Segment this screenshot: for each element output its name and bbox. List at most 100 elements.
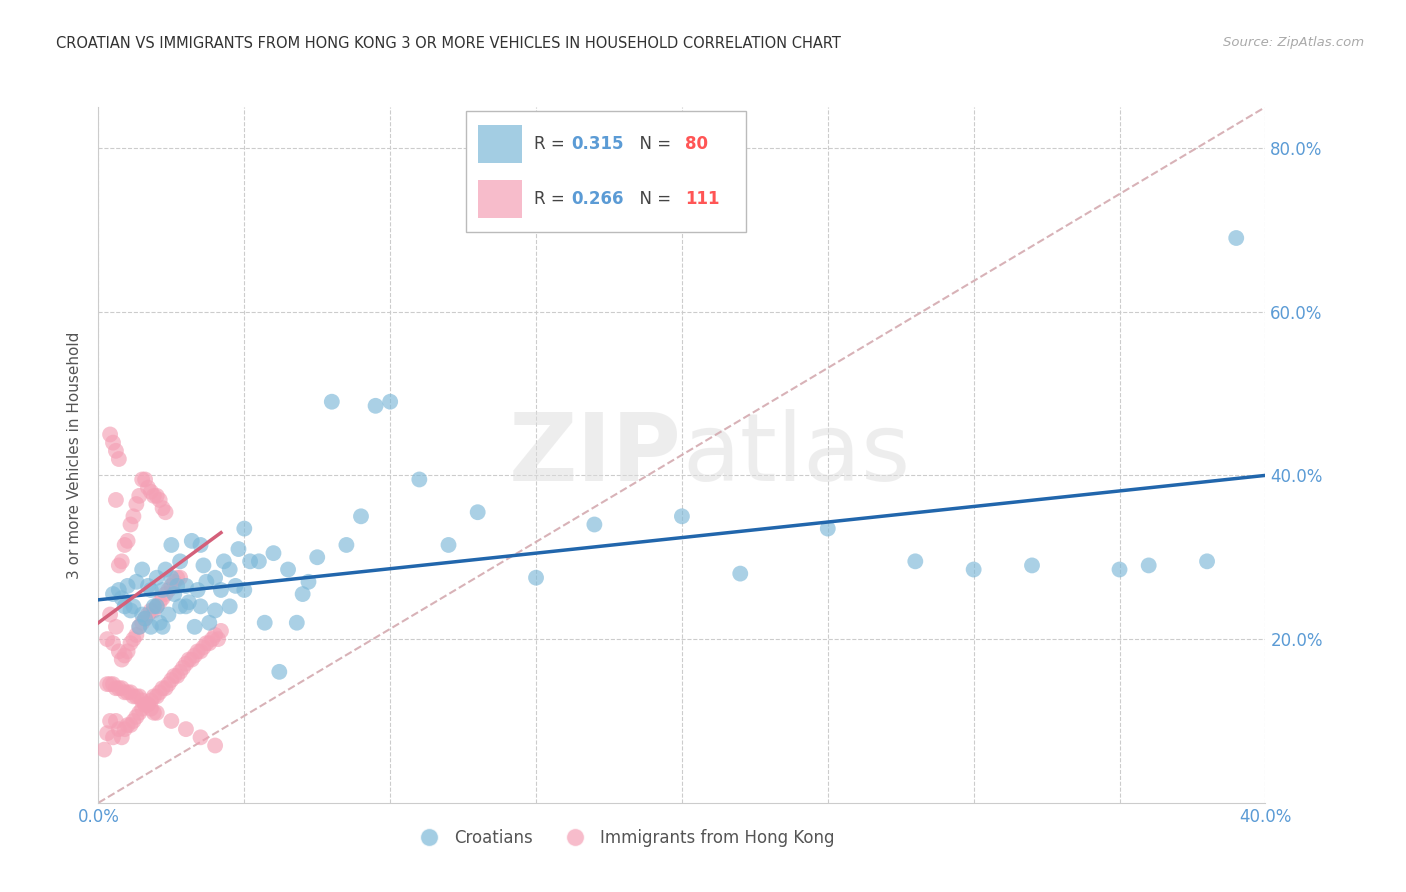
FancyBboxPatch shape (478, 125, 522, 163)
Point (111, 554, 134, 568)
Point (269, 665, 291, 679)
Text: atlas: atlas (682, 409, 910, 501)
Point (155, 505, 177, 519)
Point (160, 538, 183, 552)
Point (904, 554, 927, 568)
Point (122, 632, 145, 646)
Point (120, 603, 142, 617)
Point (177, 595, 200, 609)
Point (114, 722, 136, 736)
Point (114, 685, 136, 699)
Point (152, 620, 174, 634)
Point (104, 492, 127, 507)
Point (157, 607, 180, 622)
Point (190, 731, 212, 745)
Point (134, 612, 156, 626)
Point (149, 615, 172, 630)
Point (136, 698, 159, 712)
Point (195, 636, 218, 650)
Point (122, 599, 145, 614)
Point (108, 452, 131, 467)
Legend: Croatians, Immigrants from Hong Kong: Croatians, Immigrants from Hong Kong (406, 822, 841, 854)
Point (125, 628, 148, 642)
Text: 111: 111 (685, 190, 720, 208)
Point (101, 435, 124, 450)
Point (163, 574, 186, 589)
Point (98, 714, 121, 728)
Point (262, 546, 284, 560)
Point (108, 582, 131, 597)
Point (111, 731, 134, 745)
Point (120, 718, 142, 732)
Point (125, 497, 148, 511)
Point (218, 562, 240, 576)
Point (163, 587, 186, 601)
Point (190, 538, 212, 552)
Point (180, 533, 202, 548)
Point (136, 481, 159, 495)
Point (104, 443, 127, 458)
Text: Source: ZipAtlas.com: Source: ZipAtlas.com (1223, 36, 1364, 49)
Point (139, 620, 162, 634)
Point (139, 582, 162, 597)
Point (146, 599, 169, 614)
Point (253, 615, 276, 630)
Point (408, 473, 430, 487)
Point (108, 681, 131, 696)
Point (160, 714, 183, 728)
Point (1195, 554, 1218, 568)
Point (962, 562, 984, 576)
Point (108, 558, 131, 573)
Point (114, 599, 136, 614)
Point (198, 636, 221, 650)
Point (93, 742, 115, 756)
Point (101, 677, 124, 691)
Point (122, 690, 145, 704)
Point (239, 554, 262, 568)
Point (212, 554, 235, 568)
Point (172, 661, 194, 675)
Point (131, 473, 153, 487)
Point (149, 685, 172, 699)
Point (152, 501, 174, 516)
Point (149, 595, 172, 609)
Y-axis label: 3 or more Vehicles in Household: 3 or more Vehicles in Household (66, 331, 82, 579)
Point (183, 620, 205, 634)
Point (131, 615, 153, 630)
Point (166, 579, 188, 593)
Point (152, 582, 174, 597)
Point (335, 538, 357, 552)
Point (155, 562, 177, 576)
Point (155, 587, 177, 601)
Point (174, 599, 197, 614)
Point (142, 599, 165, 614)
Point (193, 558, 215, 573)
Point (136, 607, 159, 622)
Point (125, 690, 148, 704)
Point (350, 509, 373, 524)
Point (174, 657, 197, 671)
Point (1137, 558, 1160, 573)
Point (139, 603, 162, 617)
Point (467, 505, 489, 519)
Point (195, 574, 218, 589)
Text: N =: N = (630, 190, 676, 208)
Point (114, 648, 136, 663)
Point (134, 473, 156, 487)
Point (180, 652, 202, 666)
Point (380, 394, 402, 409)
Point (128, 706, 150, 720)
Point (204, 739, 226, 753)
Point (157, 677, 180, 691)
Point (157, 582, 180, 597)
Point (134, 698, 156, 712)
Point (128, 620, 150, 634)
Point (139, 693, 162, 707)
Point (131, 693, 153, 707)
Point (364, 399, 387, 413)
Point (155, 681, 177, 696)
Point (204, 571, 226, 585)
Point (169, 599, 191, 614)
Point (96, 726, 118, 740)
Point (104, 681, 127, 696)
